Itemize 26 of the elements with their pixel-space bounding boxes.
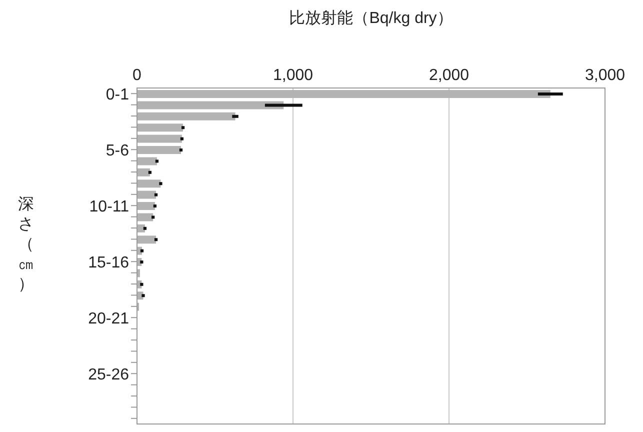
x-tick-label: 3,000 — [584, 67, 626, 84]
bar — [137, 180, 161, 188]
bar — [137, 202, 155, 210]
bar — [137, 213, 154, 222]
bar — [137, 134, 182, 143]
bar — [137, 157, 157, 166]
bar — [137, 90, 550, 98]
bar — [137, 112, 236, 120]
bar — [137, 224, 145, 232]
y-axis-title: 深さ（㎝） — [17, 195, 35, 295]
bar — [137, 190, 156, 199]
y-tick-label: 5-6 — [106, 142, 130, 160]
bar — [137, 124, 184, 132]
x-tick-label: 1,000 — [272, 67, 314, 84]
y-tick-label: 20-21 — [88, 310, 130, 328]
bar — [137, 168, 150, 176]
bar — [137, 146, 181, 154]
bar — [137, 236, 156, 244]
y-tick-label: 15-16 — [88, 254, 130, 272]
y-tick-label: 25-26 — [88, 366, 130, 384]
x-tick-label: 0 — [132, 67, 142, 84]
y-tick-label: 0-1 — [106, 86, 130, 104]
y-tick-label: 10-11 — [89, 198, 130, 216]
bar — [137, 101, 284, 110]
x-tick-label: 2,000 — [428, 67, 470, 84]
x-axis-title: 比放射能（Bq/kg dry） — [288, 8, 454, 29]
